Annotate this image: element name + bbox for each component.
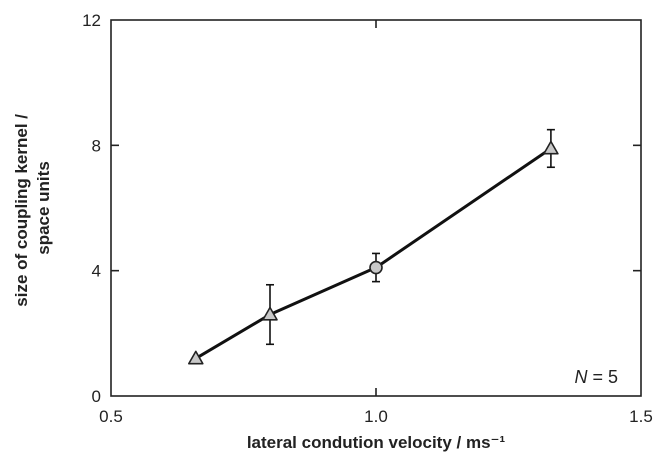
data-point-triangle bbox=[543, 140, 559, 155]
series-layer bbox=[188, 128, 559, 365]
y-axis-label-line-1: size of coupling kernel / bbox=[12, 114, 31, 307]
x-tick-label: 0.5 bbox=[99, 407, 123, 426]
series-line bbox=[194, 146, 553, 360]
y-tick-label: 8 bbox=[92, 136, 101, 155]
data-point-triangle bbox=[188, 350, 204, 365]
y-tick-label: 12 bbox=[82, 11, 101, 30]
y-tick-label: 0 bbox=[92, 387, 101, 406]
x-tick-label: 1.5 bbox=[629, 407, 653, 426]
y-axis-label: size of coupling kernel / space units bbox=[12, 109, 53, 306]
x-axis-ticks: 0.5 1.0 1.5 bbox=[99, 20, 653, 426]
x-axis-label: lateral condution velocity / ms⁻¹ bbox=[247, 433, 506, 452]
n-annotation: N = 5 bbox=[574, 367, 618, 387]
x-tick-label: 1.0 bbox=[364, 407, 388, 426]
n-annotation-var: N bbox=[574, 367, 588, 387]
y-axis-ticks: 0 4 8 12 bbox=[82, 11, 641, 406]
plot-frame bbox=[110, 19, 642, 397]
y-tick-label: 4 bbox=[92, 262, 101, 281]
n-annotation-rest: = 5 bbox=[587, 367, 618, 387]
data-point-circle bbox=[369, 260, 383, 275]
data-markers bbox=[188, 140, 559, 365]
data-point-triangle bbox=[262, 306, 278, 321]
y-axis-label-line-2: space units bbox=[34, 161, 53, 255]
error-bars bbox=[266, 128, 555, 346]
